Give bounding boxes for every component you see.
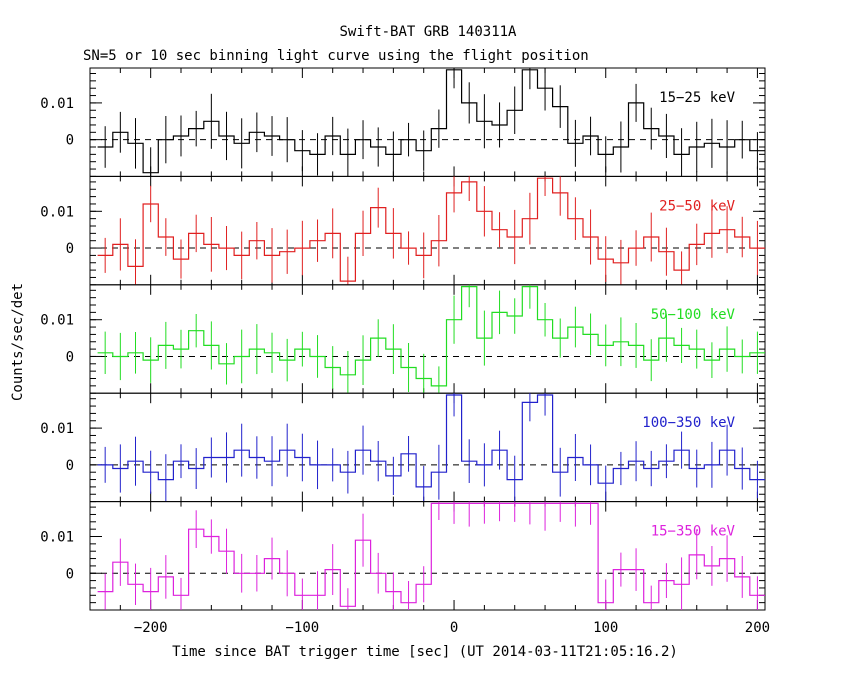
panel-1: 0 0.01 15−25 keV	[40, 67, 766, 177]
chart-title: Swift-BAT GRB 140311A	[339, 24, 517, 40]
panel-4: 0 0.01 100−350 keV	[40, 392, 766, 503]
y-tick-label: 0.01	[40, 204, 74, 220]
panel-frame	[89, 501, 766, 611]
y-tick-label: 0	[66, 349, 74, 365]
panel-frame	[89, 392, 766, 503]
panel-2: 0 0.01 25−50 keV	[40, 175, 766, 286]
y-tick-label: 0.01	[40, 530, 74, 546]
panel-3: 0 0.01 50−100 keV	[40, 284, 766, 394]
y-tick-label: 0	[66, 566, 74, 582]
panel-frame	[89, 175, 766, 286]
band-label: 100−350 keV	[642, 415, 735, 431]
band-label: 15−25 keV	[659, 90, 735, 106]
series-line	[97, 394, 765, 488]
x-tick-label: 100	[593, 620, 618, 636]
panel-frame	[89, 67, 766, 177]
band-label: 15−350 keV	[651, 524, 736, 540]
x-axis-label: Time since BAT trigger time [sec] (UT 20…	[172, 644, 678, 660]
x-tick-label: 200	[745, 620, 770, 636]
band-label: 50−100 keV	[651, 307, 736, 323]
y-tick-label: 0.01	[40, 421, 74, 437]
y-tick-label: 0	[66, 241, 74, 257]
panel-frame	[89, 284, 766, 394]
y-axis-label: Counts/sec/det	[10, 283, 26, 401]
y-tick-label: 0	[66, 458, 74, 474]
y-tick-label: 0.01	[40, 96, 74, 112]
series-line	[97, 502, 765, 607]
y-tick-label: 0	[66, 133, 74, 149]
panel-5: 0 0.01 15−350 keV	[40, 501, 766, 611]
x-tick-label: 0	[450, 620, 458, 636]
series-line	[97, 286, 765, 387]
y-tick-label: 0.01	[40, 313, 74, 329]
x-tick-label: −200	[134, 620, 168, 636]
x-tick-label: −100	[286, 620, 320, 636]
band-label: 25−50 keV	[659, 198, 735, 214]
series-line	[97, 69, 765, 174]
series-line	[97, 177, 765, 282]
chart-subtitle: SN=5 or 10 sec binning light curve using…	[83, 48, 589, 64]
